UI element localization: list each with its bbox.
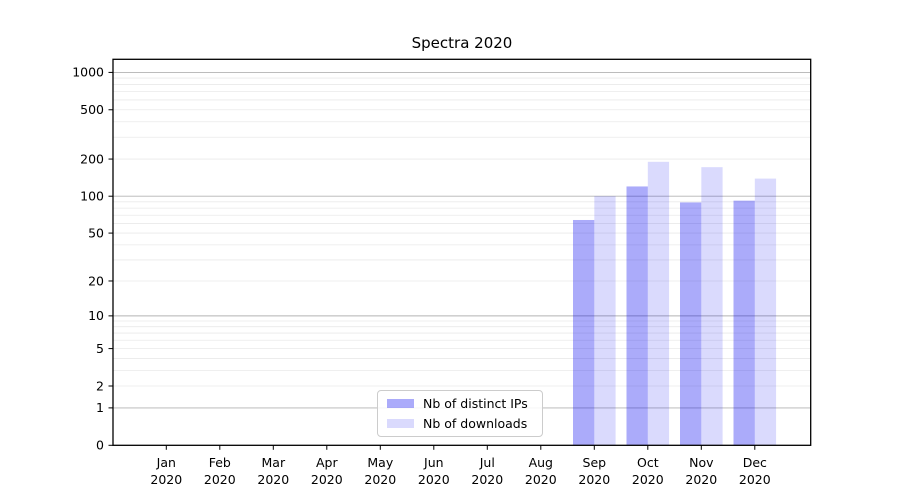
x-tick-label-month: May (367, 455, 393, 470)
x-tick-label-year: 2020 (471, 472, 503, 487)
y-tick-label: 10 (88, 308, 104, 323)
x-tick-label-year: 2020 (150, 472, 182, 487)
x-tick-label-month: Dec (743, 455, 767, 470)
y-tick-label: 200 (80, 151, 104, 166)
x-tick-label-month: Mar (262, 455, 286, 470)
y-tick-label: 20 (88, 273, 104, 288)
x-tick-label-year: 2020 (578, 472, 610, 487)
legend: Nb of distinct IPs Nb of downloads (377, 390, 543, 437)
bar-downloads (754, 178, 777, 446)
legend-swatch-distinct-ips (387, 399, 414, 408)
bar-downloads (647, 161, 670, 446)
y-tick-label: 50 (88, 225, 104, 240)
x-tick-label-year: 2020 (632, 472, 664, 487)
y-tick-label: 1 (96, 400, 104, 415)
legend-label-downloads: Nb of downloads (423, 416, 528, 431)
legend-item-downloads: Nb of downloads (387, 416, 533, 431)
bar-distinct-ips (626, 186, 648, 446)
plot-border (112, 58, 812, 446)
bar-downloads (594, 196, 616, 446)
y-tick-label: 0 (96, 438, 104, 453)
chart-title: Spectra 2020 (411, 34, 513, 52)
y-tick-label: 2 (96, 378, 104, 393)
x-tick-label-month: Oct (637, 455, 659, 470)
y-tick-label: 100 (80, 189, 104, 204)
x-tick-label-month: Feb (209, 455, 231, 470)
legend-label-distinct-ips: Nb of distinct IPs (423, 396, 528, 411)
x-tick-label-year: 2020 (204, 472, 236, 487)
x-tick-label-year: 2020 (364, 472, 396, 487)
bar-distinct-ips (573, 219, 595, 446)
x-tick-label-month: Nov (689, 455, 714, 470)
legend-swatch-downloads (387, 419, 414, 428)
y-tick-label: 1000 (72, 65, 104, 80)
x-tick-label-year: 2020 (418, 472, 450, 487)
x-tick-label-year: 2020 (525, 472, 557, 487)
x-tick-label-year: 2020 (257, 472, 289, 487)
bar-distinct-ips (680, 202, 702, 446)
bar-distinct-ips (733, 200, 755, 446)
y-tick-label: 5 (96, 341, 104, 356)
y-tick-label: 500 (80, 102, 104, 117)
x-tick-label-month: Jul (479, 455, 495, 470)
x-tick-label-month: Aug (529, 455, 553, 470)
x-tick-label-month: Apr (316, 455, 338, 470)
x-tick-label-month: Jun (423, 455, 444, 470)
x-tick-label-year: 2020 (311, 472, 343, 487)
x-tick-label-month: Sep (583, 455, 607, 470)
x-tick-label-year: 2020 (739, 472, 771, 487)
legend-item-distinct-ips: Nb of distinct IPs (387, 396, 533, 411)
x-tick-label-month: Jan (156, 455, 176, 470)
x-tick-label-year: 2020 (685, 472, 717, 487)
bar-downloads (701, 167, 723, 446)
